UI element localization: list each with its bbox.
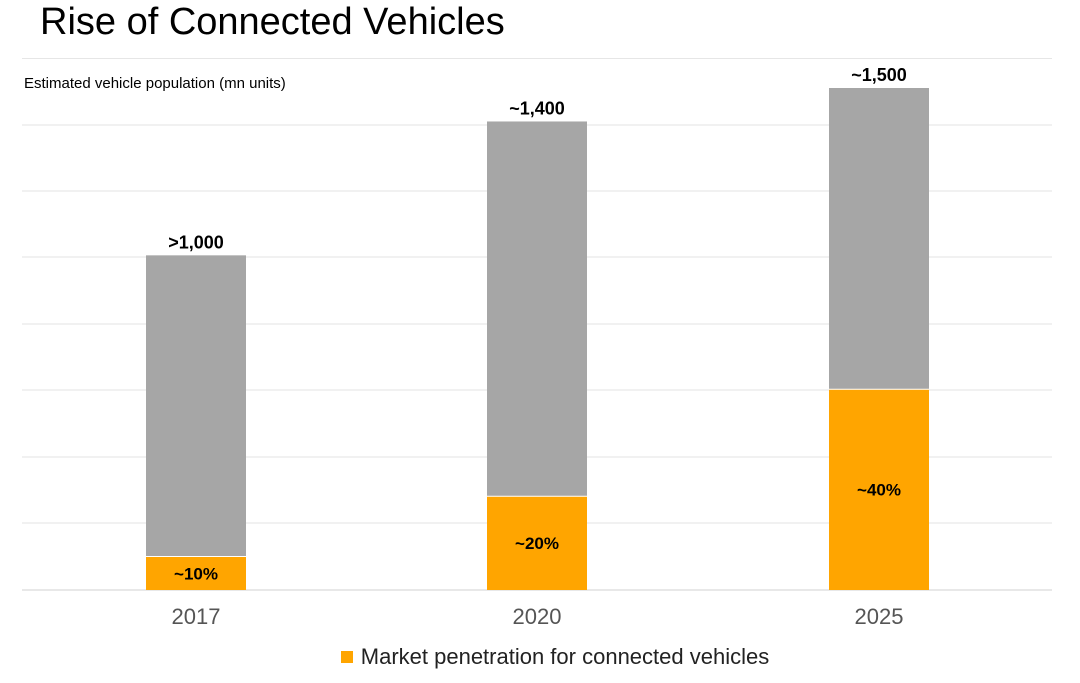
bar-chart: >1,000 ~10% 2017 ~1,400 ~20% 2020 ~1,500 ~40% 20… (22, 65, 1052, 629)
x-tick-label: 2025 (855, 604, 904, 629)
bar-penetration-2025 (829, 389, 929, 590)
bar-rest-2020 (487, 121, 587, 497)
bar-rest-2025 (829, 88, 929, 390)
legend-swatch (340, 651, 353, 663)
total-label: >1,000 (168, 232, 224, 252)
chart-title: Rise of Connected Vehicles (40, 1, 505, 43)
legend: Market penetration for connected vehicle… (0, 644, 1080, 670)
penetration-label: ~10% (174, 564, 218, 583)
penetration-label: ~40% (857, 481, 901, 500)
total-label: ~1,500 (851, 65, 907, 85)
bar-penetration-2017 (146, 556, 246, 590)
x-tick-label: 2017 (172, 604, 221, 629)
total-label: ~1,400 (509, 98, 565, 118)
x-tick-label: 2020 (513, 604, 562, 629)
bar-rest-2017 (146, 255, 246, 557)
bar-penetration-2020 (487, 496, 587, 590)
penetration-label: ~20% (515, 534, 559, 553)
y-axis-label: Estimated vehicle population (mn units) (24, 75, 286, 92)
title-divider (22, 58, 1052, 59)
legend-label: Market penetration for connected vehicle… (360, 644, 770, 669)
